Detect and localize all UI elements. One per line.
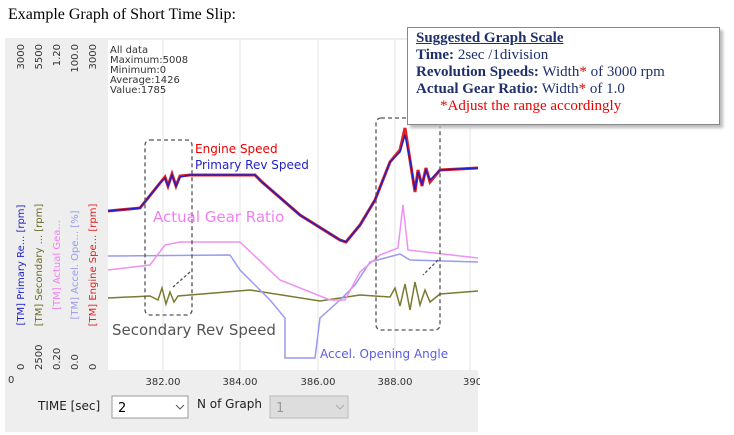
note-label: Time: xyxy=(416,47,455,63)
label: Secondary Rev Speed xyxy=(112,321,276,339)
x-tick: 0 xyxy=(8,375,14,386)
highlight-boxes xyxy=(144,117,441,331)
note-text: of 1.0 xyxy=(589,81,625,97)
note-box: Suggested Graph Scale Time: 2sec /1divis… xyxy=(407,27,720,125)
dropdown-arrow xyxy=(335,404,345,410)
note-text: Width xyxy=(541,81,579,97)
time-value: 2 xyxy=(118,401,126,416)
label: Engine Speed xyxy=(195,142,278,156)
axis-min: 0 xyxy=(16,364,27,370)
info: All data Maximum:5008 Minimum:0 Average:… xyxy=(110,45,188,96)
arrows xyxy=(172,259,439,288)
curves xyxy=(107,127,479,359)
x-tick: 386.00 xyxy=(301,377,336,388)
axis-max: 100.0 xyxy=(70,44,81,73)
axis-min: 0.20 xyxy=(52,348,63,370)
axis-min: 0.0 xyxy=(70,354,81,370)
axis-max: 3000 xyxy=(88,44,99,69)
note-text: Width xyxy=(542,64,580,80)
info-line: Maximum:5008 xyxy=(110,55,188,66)
star: * xyxy=(578,81,587,97)
title: Example Graph of Short Time Slip: xyxy=(8,6,236,23)
footnote: *Adjust the range accordingly xyxy=(440,98,622,114)
x-ticks: 0 382.00 384.00 386.00 388.00 390.0 xyxy=(8,375,480,388)
screenshot: All data Maximum:5008 Minimum:0 Average:… xyxy=(5,38,480,432)
info-line: Value:1785 xyxy=(110,85,166,96)
star: * xyxy=(579,64,587,80)
note-text: of 3000 rpm xyxy=(590,64,665,80)
x-tick: 382.00 xyxy=(146,377,181,388)
control-label: TIME [sec] xyxy=(37,399,100,413)
axis-max: 1.20 xyxy=(52,44,63,66)
note-text: 2sec /1division xyxy=(457,47,549,63)
control-label: N of Graph xyxy=(197,397,262,411)
graph-select[interactable] xyxy=(269,395,349,419)
label: Actual Gear Ratio xyxy=(153,208,284,226)
axis-name: [TM] Accel. Ope... [%] xyxy=(70,210,81,319)
dropdown-arrow xyxy=(175,404,185,410)
note-line: Actual Gear Ratio: Width* of 1.0 xyxy=(416,81,711,98)
note-line: Time: 2sec /1division xyxy=(416,47,711,64)
info-line: Average:1426 xyxy=(110,75,180,86)
info-line: All data xyxy=(110,45,148,56)
x-tick: 388.00 xyxy=(378,377,413,388)
label: Primary Rev Speed xyxy=(195,158,309,172)
axis-max: 3000 xyxy=(16,44,27,69)
info-line: Minimum:0 xyxy=(110,65,166,76)
note-label: Revolution Speeds: xyxy=(416,64,539,80)
axis-max: 5500 xyxy=(34,44,45,69)
axis-name: [TM] Engine Spe... [rpm] xyxy=(88,204,99,327)
axis-name: [TM] Secondary ... [rpm] xyxy=(34,204,45,327)
axis-labels: 3000 0 [TM] Primary Re... [rpm] 5500 2500 [TM… xyxy=(16,44,99,370)
axis-name: [TM] Actual Gea... xyxy=(52,220,63,310)
axis-min: 2500 xyxy=(34,345,45,370)
note-label: Actual Gear Ratio: xyxy=(416,81,539,97)
axis-min: 0 xyxy=(88,364,99,370)
note-title: Suggested Graph Scale xyxy=(416,30,564,46)
x-tick: 390.0 xyxy=(463,377,480,388)
x-tick: 384.00 xyxy=(223,377,258,388)
axis-name: [TM] Primary Re... [rpm] xyxy=(16,204,27,325)
graph-value: 1 xyxy=(276,401,284,416)
label: Accel. Opening Angle xyxy=(320,347,448,361)
time-select[interactable] xyxy=(111,395,189,419)
note-line: Revolution Speeds: Width* of 3000 rpm xyxy=(416,64,711,81)
